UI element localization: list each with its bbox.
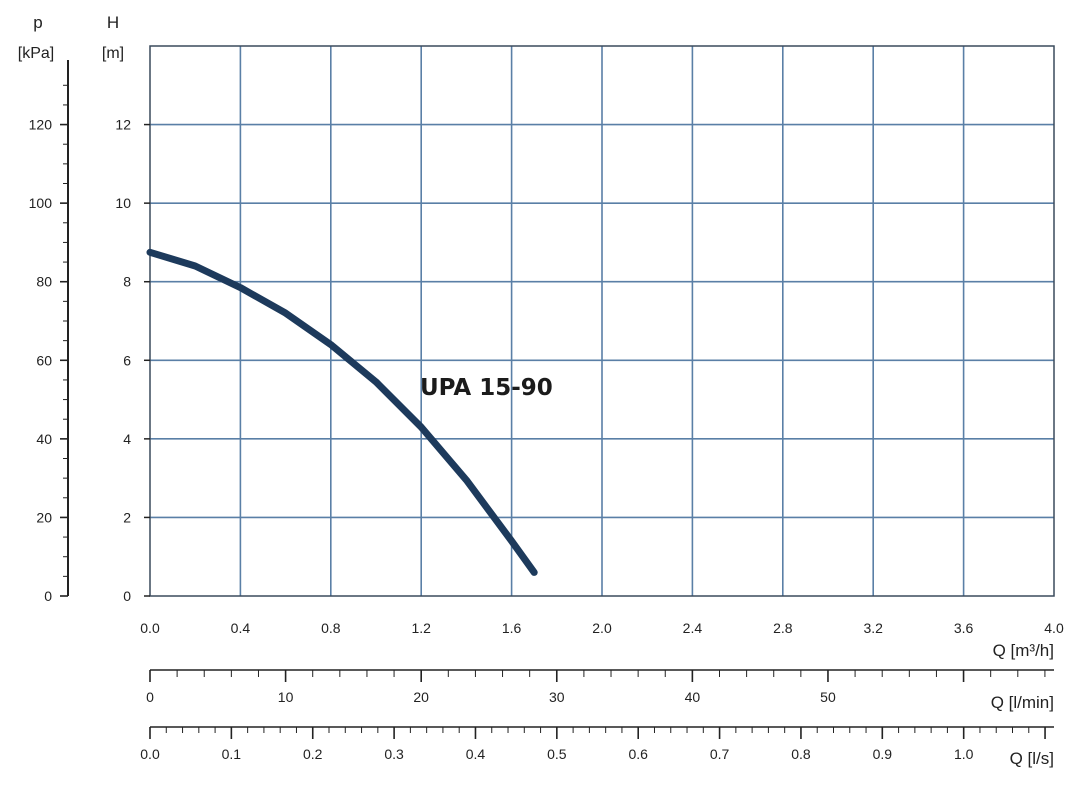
flow-m3h-tick-label: 2.8: [773, 620, 793, 636]
flow-lmin-tick-label: 0: [146, 689, 154, 705]
head-axis: 0 2 4 6 8 10 12: [115, 117, 150, 604]
flow-ls-tick-label: 0.3: [384, 746, 404, 762]
head-axis-symbol: H: [107, 13, 119, 32]
pressure-axis-tick-label: 60: [36, 352, 52, 368]
flow-lmin-axis-label: Q [l/min]: [991, 693, 1054, 712]
flow-m3h-tick-label: 0.4: [231, 620, 251, 636]
pressure-axis-tick-label: 20: [36, 509, 52, 525]
pressure-axis-tick-label: 0: [44, 588, 52, 604]
pressure-axis-tick-label: 80: [36, 274, 52, 290]
head-axis-tick-label: 0: [123, 588, 131, 604]
flow-ls-tick-label: 0.7: [710, 746, 730, 762]
head-axis-tick-label: 2: [123, 509, 131, 525]
flow-ls-axis-label: Q [l/s]: [1010, 749, 1054, 768]
pressure-axis-tick-label: 40: [36, 431, 52, 447]
flow-m3h-tick-label: 0.8: [321, 620, 341, 636]
plot-frame: [149, 45, 1055, 597]
pressure-axis-unit: [kPa]: [18, 45, 54, 62]
flow-lmin-tick-label: 10: [278, 689, 294, 705]
flow-lmin-tick-label: 40: [685, 689, 701, 705]
series-line-upa-15-90: [146, 248, 538, 576]
flow-m3h-axis: 0.0 0.4 0.8 1.2 1.6 2.0 2.4 2.8 3.2 3.6 4.0: [140, 620, 1064, 636]
flow-ls-tick-label: 0.1: [222, 746, 242, 762]
flow-m3h-tick-label: 2.4: [683, 620, 703, 636]
flow-ls-axis: 0.0 0.1 0.2 0.3 0.4 0.5 0.6 0.7 0.8 0.9 1.0: [140, 726, 1054, 762]
pressure-axis-tick-label: 100: [29, 195, 53, 211]
flow-m3h-tick-label: 3.2: [863, 620, 883, 636]
curve-label: UPA 15-90: [420, 375, 553, 401]
head-axis-tick-label: 6: [123, 352, 131, 368]
flow-ls-tick-label: 0.5: [547, 746, 567, 762]
pressure-axis-symbol: p: [33, 13, 42, 32]
flow-m3h-tick-label: 0.0: [140, 620, 160, 636]
curves: [146, 248, 538, 576]
flow-ls-tick-label: 1.0: [954, 746, 974, 762]
flow-ls-tick-label: 0.9: [873, 746, 893, 762]
flow-ls-tick-label: 0.2: [303, 746, 323, 762]
flow-m3h-tick-label: 4.0: [1044, 620, 1064, 636]
flow-m3h-tick-label: 3.6: [954, 620, 974, 636]
head-axis-tick-label: 12: [115, 117, 131, 133]
flow-m3h-tick-label: 2.0: [592, 620, 612, 636]
flow-m3h-axis-label: Q [m³/h]: [993, 641, 1054, 660]
pressure-axis: 0 20 40 60 80 100 120: [29, 60, 69, 604]
head-axis-tick-label: 10: [115, 195, 131, 211]
flow-m3h-tick-label: 1.2: [411, 620, 431, 636]
flow-lmin-axis: 0 10 20 30 40 50: [146, 669, 1054, 705]
head-axis-unit: [m]: [102, 45, 124, 62]
flow-lmin-tick-label: 30: [549, 689, 565, 705]
flow-m3h-tick-label: 1.6: [502, 620, 522, 636]
flow-ls-tick-label: 0.6: [628, 746, 648, 762]
flow-ls-tick-label: 0.4: [466, 746, 486, 762]
head-axis-tick-label: 8: [123, 274, 131, 290]
head-axis-tick-label: 4: [123, 431, 131, 447]
flow-lmin-tick-label: 50: [820, 689, 836, 705]
flow-ls-tick-label: 0.8: [791, 746, 811, 762]
pressure-axis-tick-label: 120: [29, 117, 53, 133]
flow-lmin-tick-label: 20: [413, 689, 429, 705]
flow-ls-tick-label: 0.0: [140, 746, 160, 762]
grid: [150, 46, 1054, 596]
